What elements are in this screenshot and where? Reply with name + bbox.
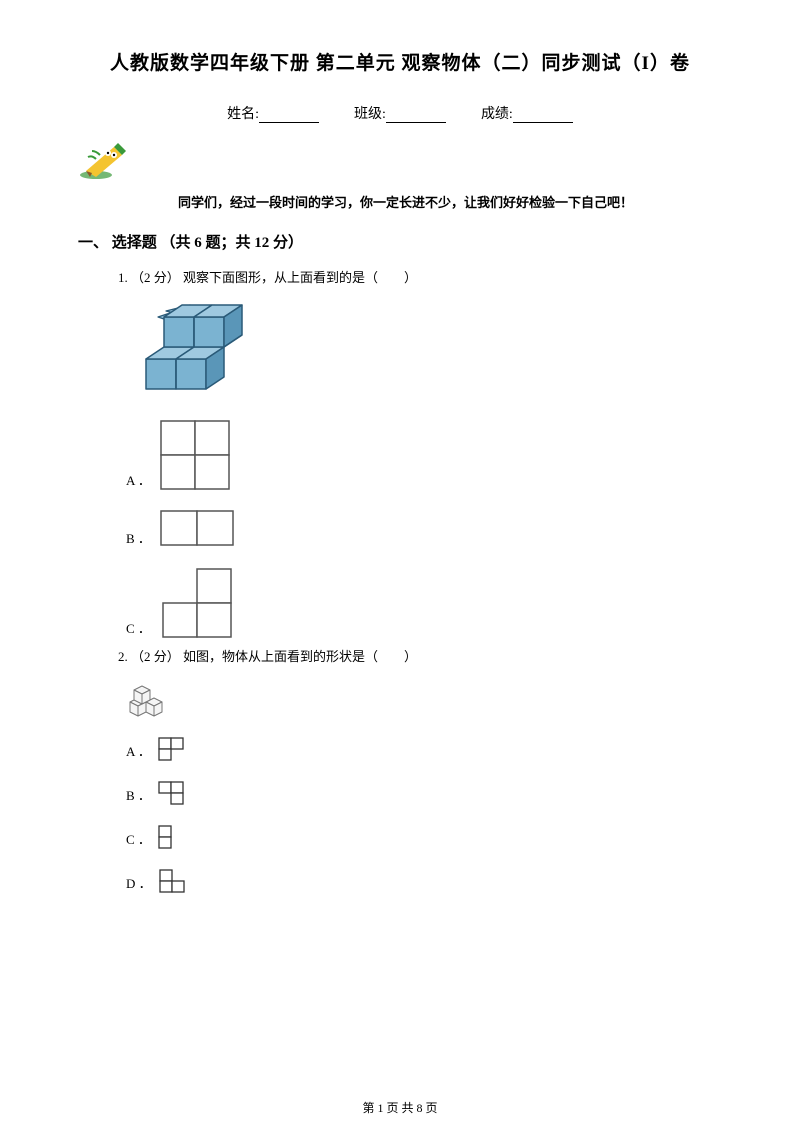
score-label: 成绩: — [481, 107, 513, 122]
q2-option-a-figure — [157, 736, 185, 762]
name-blank[interactable] — [259, 109, 319, 123]
page: 人教版数学四年级下册 第二单元 观察物体（二）同步测试（I）卷 姓名: 班级: … — [0, 0, 800, 1132]
q1-option-c-figure — [157, 567, 235, 639]
encourage-text: 同学们，经过一段时间的学习，你一定长进不少，让我们好好检验一下自己吧！ — [178, 192, 722, 211]
q1-choice-a[interactable]: A ． — [126, 419, 722, 491]
class-label: 班级: — [354, 107, 386, 122]
q1-choice-b[interactable]: B ． — [126, 509, 722, 549]
q2-label-c: C ． — [126, 829, 151, 850]
name-label: 姓名: — [227, 107, 259, 122]
section-1-header: 一、 选择题 （共 6 题；共 12 分） — [78, 231, 722, 252]
pencil-row — [78, 133, 722, 186]
q2-choice-b[interactable]: B ． — [126, 780, 722, 806]
q2-choice-c[interactable]: C ． — [126, 824, 722, 850]
question-2-text: 2. （2 分） 如图，物体从上面看到的形状是（ ） — [118, 647, 722, 668]
score-blank[interactable] — [513, 109, 573, 123]
q2-choice-a[interactable]: A ． — [126, 736, 722, 762]
pencil-icon — [78, 133, 134, 181]
q2-option-d-figure — [158, 868, 186, 894]
page-title: 人教版数学四年级下册 第二单元 观察物体（二）同步测试（I）卷 — [78, 48, 722, 75]
choice-label-a: A ． — [126, 470, 151, 491]
q2-label-d: D ． — [126, 873, 152, 894]
question-1-text: 1. （2 分） 观察下面图形，从上面看到的是（ ） — [118, 268, 722, 289]
q1-option-b-figure — [157, 509, 237, 549]
q2-label-b: B ． — [126, 785, 151, 806]
q2-option-c-figure — [157, 824, 173, 850]
q1-choice-c[interactable]: C ． — [126, 567, 722, 639]
q2-choice-d[interactable]: D ． — [126, 868, 722, 894]
class-blank[interactable] — [386, 109, 446, 123]
q1-figure — [126, 301, 722, 401]
q2-label-a: A ． — [126, 741, 151, 762]
q2-option-b-figure — [157, 780, 185, 806]
info-line: 姓名: 班级: 成绩: — [78, 103, 722, 123]
choice-label-c: C ． — [126, 618, 151, 639]
q1-option-a-figure — [157, 419, 233, 491]
page-footer: 第 1 页 共 8 页 — [0, 1099, 800, 1116]
choice-label-b: B ． — [126, 528, 151, 549]
q2-figure — [126, 680, 722, 718]
